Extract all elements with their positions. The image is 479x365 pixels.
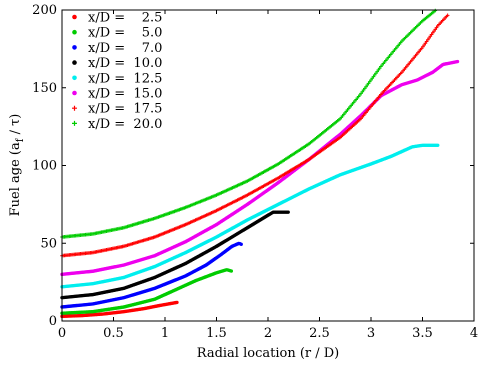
y-tick-label: 100 bbox=[32, 159, 57, 174]
data-point bbox=[239, 242, 243, 246]
series-8 bbox=[60, 8, 438, 239]
x-tick-label: 3.5 bbox=[412, 326, 433, 341]
y-axis-label-tail: / τ) bbox=[8, 114, 23, 139]
legend-marker bbox=[72, 45, 77, 50]
y-axis: 0 50 100 150 200 bbox=[32, 3, 474, 329]
legend-label: x/D = 7.0 bbox=[88, 41, 162, 56]
y-tick-label: 0 bbox=[49, 314, 57, 329]
y-tick-label: 150 bbox=[32, 81, 57, 96]
series-1 bbox=[60, 300, 179, 319]
series-4 bbox=[60, 210, 290, 300]
legend-label: x/D = 17.5 bbox=[88, 102, 162, 117]
legend-marker bbox=[72, 90, 77, 96]
series-7 bbox=[60, 13, 450, 258]
legend-marker bbox=[72, 29, 77, 35]
data-point bbox=[445, 13, 450, 18]
series-2 bbox=[60, 268, 234, 315]
data-point bbox=[286, 210, 290, 214]
x-tick-label: 1.5 bbox=[206, 326, 227, 341]
legend-label: x/D = 12.5 bbox=[88, 71, 162, 86]
plot-marks bbox=[60, 8, 460, 319]
legend-label: x/D = 2.5 bbox=[88, 11, 162, 26]
x-tick-label: 3 bbox=[367, 326, 375, 341]
x-tick-label: 1 bbox=[161, 326, 169, 341]
x-axis-label: Radial location (r / D) bbox=[197, 346, 340, 361]
legend-label: x/D = 20.0 bbox=[88, 117, 162, 132]
legend-marker bbox=[72, 14, 77, 20]
series-5 bbox=[60, 143, 440, 289]
y-axis-label-main: Fuel age (a bbox=[8, 142, 23, 216]
x-axis: 0 0.5 1 1.5 2 2.5 3 3.5 4 bbox=[58, 10, 478, 341]
legend-label: x/D = 5.0 bbox=[88, 26, 162, 41]
legend: x/D = 2.5x/D = 5.0x/D = 7.0x/D = 10.0x/D… bbox=[72, 11, 162, 132]
legend-label: x/D = 10.0 bbox=[88, 56, 162, 71]
data-point bbox=[175, 300, 179, 305]
data-point bbox=[436, 143, 440, 147]
y-axis-label: Fuel age (af / τ) bbox=[8, 114, 26, 217]
y-tick-label: 50 bbox=[40, 236, 57, 251]
legend-label: x/D = 15.0 bbox=[88, 87, 162, 102]
legend-marker bbox=[72, 105, 77, 111]
x-tick-label: 4 bbox=[470, 326, 478, 341]
data-point bbox=[433, 8, 438, 13]
y-tick-label: 200 bbox=[32, 3, 57, 18]
x-tick-label: 0 bbox=[58, 326, 66, 341]
x-tick-label: 0.5 bbox=[103, 326, 124, 341]
legend-marker bbox=[72, 75, 77, 81]
legend-marker bbox=[72, 120, 77, 126]
y-axis-label-subscript: f bbox=[15, 137, 26, 142]
x-tick-label: 2 bbox=[264, 326, 272, 341]
x-tick-label: 2.5 bbox=[309, 326, 330, 341]
data-point bbox=[455, 59, 460, 64]
legend-marker bbox=[72, 60, 77, 65]
data-point bbox=[229, 269, 234, 273]
